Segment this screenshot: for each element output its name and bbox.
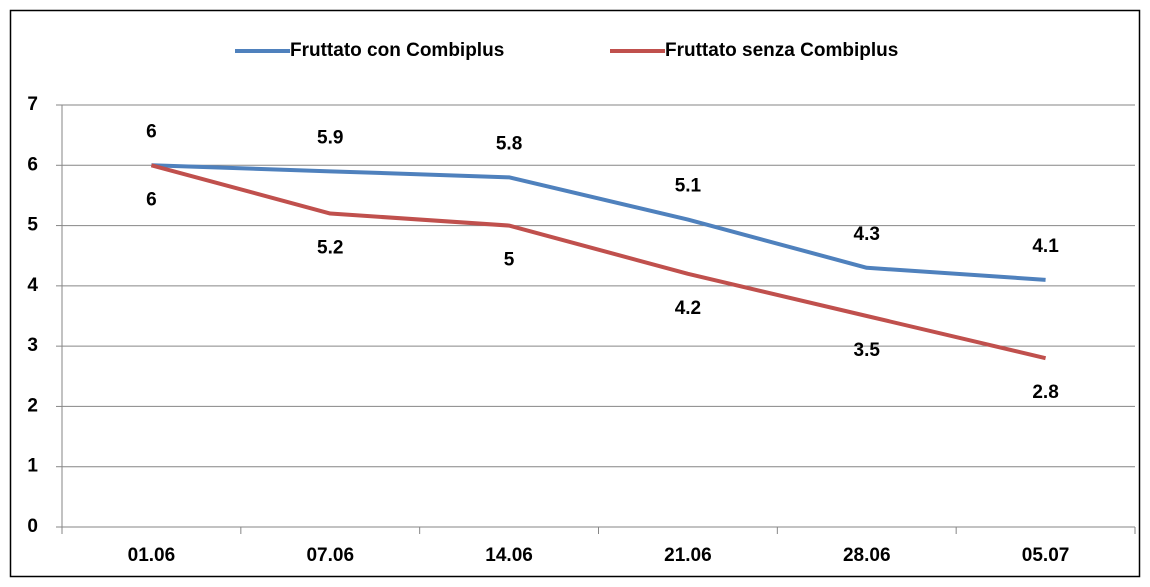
chart-border <box>9 9 1141 578</box>
x-tick-label: 05.07 <box>1022 545 1070 566</box>
y-tick-label: 5 <box>27 215 38 236</box>
series-line <box>151 163 1046 282</box>
x-tick-label: 01.06 <box>128 545 176 566</box>
data-label: 5.2 <box>317 238 343 259</box>
data-label: 5.1 <box>675 176 702 197</box>
data-label: 2.8 <box>1032 382 1058 403</box>
y-tick-label: 2 <box>27 395 38 416</box>
y-tick-label: 1 <box>27 456 38 477</box>
x-tick-label: 07.06 <box>306 545 354 566</box>
y-tick-label: 3 <box>27 335 38 356</box>
data-label: 5.9 <box>317 127 343 148</box>
legend-label: Fruttato senza Combiplus <box>665 40 898 61</box>
y-tick-label: 0 <box>27 516 38 537</box>
data-label: 6 <box>146 121 157 142</box>
data-label: 4.1 <box>1032 236 1059 257</box>
y-tick-label: 6 <box>27 154 38 175</box>
data-label: 3.5 <box>854 340 881 361</box>
data-label: 5 <box>504 250 515 271</box>
x-tick-label: 14.06 <box>485 545 533 566</box>
data-label: 4.2 <box>675 298 701 319</box>
data-label: 5.8 <box>496 133 522 154</box>
data-label: 6 <box>146 189 157 210</box>
series-line <box>150 163 1047 361</box>
legend-label: Fruttato con Combiplus <box>290 40 504 61</box>
data-label: 4.3 <box>854 224 880 245</box>
x-tick-label: 28.06 <box>843 545 891 566</box>
y-tick-label: 4 <box>27 275 38 296</box>
x-tick-label: 21.06 <box>664 545 712 566</box>
y-tick-label: 7 <box>27 94 38 115</box>
